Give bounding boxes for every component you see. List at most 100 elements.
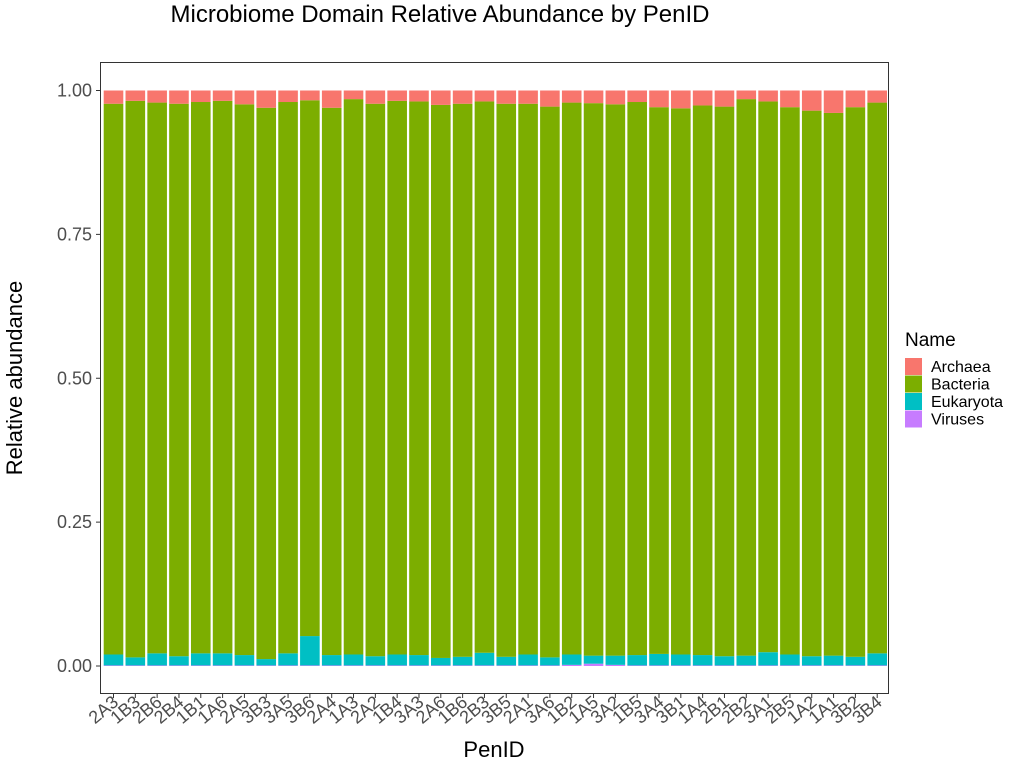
bar-segment-viruses-1B6 <box>452 665 473 666</box>
bar-segment-archaea-1A3 <box>343 90 364 100</box>
bar-segment-archaea-2A5 <box>234 90 255 105</box>
bar-segment-eukaryota-1A1 <box>823 655 844 666</box>
bar-segment-eukaryota-2A6 <box>431 657 451 666</box>
bar-segment-bacteria-1B4 <box>387 100 407 655</box>
bar-segment-eukaryota-3B4 <box>867 653 887 666</box>
legend-label-bacteria: Bacteria <box>931 377 990 394</box>
bar-segment-archaea-3B4 <box>867 90 887 103</box>
bar-segment-bacteria-1B2 <box>561 102 582 655</box>
bar-segment-archaea-2A4 <box>321 90 342 108</box>
bar-segment-viruses-3B6 <box>300 665 320 666</box>
bar-segment-viruses-3B4 <box>867 665 887 666</box>
bar-segment-bacteria-1B3 <box>125 100 146 658</box>
bar-segment-viruses-2B1 <box>714 665 735 666</box>
bar-segment-viruses-1B3 <box>125 665 146 666</box>
bar-segment-viruses-1A2 <box>801 665 822 666</box>
bar-segment-archaea-1B4 <box>387 90 407 101</box>
bar-segment-eukaryota-3A4 <box>649 653 669 666</box>
bar-segment-bacteria-1B1 <box>190 102 211 654</box>
bar-segment-viruses-2A1 <box>518 665 538 666</box>
bar-segment-archaea-3A3 <box>409 90 429 102</box>
bar-segment-eukaryota-1A4 <box>692 655 713 666</box>
bar-segment-archaea-1A4 <box>692 90 713 106</box>
bar-segment-bacteria-2A1 <box>518 103 538 655</box>
bar-segment-bacteria-1B5 <box>627 102 647 656</box>
bar-segment-viruses-3A3 <box>409 665 429 666</box>
bar-segment-eukaryota-1B3 <box>125 657 146 666</box>
y-tick-label: 0.75 <box>57 224 92 244</box>
bar-segment-viruses-2A6 <box>431 665 451 666</box>
bar-segment-archaea-3A6 <box>540 90 560 107</box>
bar-segment-viruses-2A5 <box>234 665 255 666</box>
bar-segment-bacteria-3B5 <box>496 103 517 657</box>
bar-segment-eukaryota-1A3 <box>343 654 364 666</box>
bar-segment-viruses-2A3 <box>103 665 124 666</box>
bar-segment-eukaryota-2B1 <box>714 656 735 666</box>
bar-segment-archaea-1B2 <box>561 90 582 103</box>
bar-segment-bacteria-3B4 <box>867 102 887 654</box>
bar-segment-viruses-1A5 <box>583 663 604 666</box>
bar-segment-bacteria-3A3 <box>409 101 429 656</box>
bar-segment-eukaryota-1A5 <box>583 655 604 664</box>
chart-title: Microbiome Domain Relative Abundance by … <box>171 1 710 28</box>
bar-segment-eukaryota-2A4 <box>321 655 342 666</box>
bar-segment-bacteria-3A2 <box>605 104 626 656</box>
bar-segment-bacteria-2B1 <box>714 106 735 657</box>
bar-segment-eukaryota-2A1 <box>518 654 538 666</box>
bar-segment-bacteria-3A1 <box>758 101 778 653</box>
bar-segment-archaea-3B3 <box>256 90 277 108</box>
y-tick-label: 0.50 <box>57 368 92 388</box>
bar-segment-bacteria-2B6 <box>147 102 167 654</box>
bar-segment-archaea-3B5 <box>496 90 517 104</box>
bar-segment-bacteria-3A6 <box>540 106 560 658</box>
bar-segment-viruses-1B5 <box>627 665 647 666</box>
bar-segment-viruses-3A5 <box>278 665 298 666</box>
legend-label-eukaryota: Eukaryota <box>931 394 1003 411</box>
x-axis-title: PenID <box>463 737 524 762</box>
bar-segment-archaea-1A5 <box>583 90 604 104</box>
bar-segment-archaea-3B6 <box>300 90 320 101</box>
bar-segment-eukaryota-1A2 <box>801 656 822 666</box>
bar-segment-viruses-3A2 <box>605 664 626 666</box>
bar-segment-eukaryota-2A5 <box>234 655 255 666</box>
bar-segment-bacteria-1A6 <box>212 100 233 654</box>
bar-segment-viruses-3A6 <box>540 665 560 666</box>
legend-label-archaea: Archaea <box>931 359 991 376</box>
bar-segment-viruses-2B3 <box>474 665 495 666</box>
bar-segment-bacteria-2B2 <box>736 99 757 656</box>
bar-segment-eukaryota-2B6 <box>147 653 167 666</box>
bar-segment-archaea-3A4 <box>649 90 669 108</box>
x-axis: 2A31B32B62B41B11A62A53B33A53B62A41A32A21… <box>85 692 886 728</box>
bar-segment-viruses-2A4 <box>321 665 342 666</box>
bar-segment-viruses-3A4 <box>649 665 669 666</box>
bar-segment-archaea-2B2 <box>736 90 757 100</box>
bar-segment-archaea-1B3 <box>125 90 146 101</box>
bar-segment-eukaryota-1B4 <box>387 654 407 666</box>
bar-segment-archaea-2B1 <box>714 90 735 107</box>
bar-segment-bacteria-2B3 <box>474 101 495 653</box>
bar-segment-viruses-3B1 <box>671 665 691 666</box>
bar-segment-archaea-1B1 <box>190 90 211 103</box>
bar-segment-viruses-1B4 <box>387 665 407 666</box>
bar-segment-bacteria-3B1 <box>671 108 691 655</box>
y-tick-label: 0.00 <box>57 656 92 676</box>
bar-segment-bacteria-2B5 <box>780 107 800 655</box>
bar-segment-archaea-2B4 <box>169 90 189 104</box>
bar-segment-eukaryota-3B1 <box>671 654 691 666</box>
bar-segment-viruses-2B5 <box>780 665 800 666</box>
bar-segment-bacteria-2A3 <box>103 103 124 655</box>
bar-segment-eukaryota-1B2 <box>561 654 582 665</box>
bar-segment-viruses-2B2 <box>736 665 757 666</box>
legend-label-viruses: Viruses <box>931 412 984 429</box>
bar-segment-viruses-2B4 <box>169 665 189 666</box>
bar-segment-archaea-3A2 <box>605 90 626 105</box>
bar-segment-eukaryota-3A1 <box>758 652 778 666</box>
bar-segment-eukaryota-2B2 <box>736 655 757 666</box>
bar-segment-archaea-3B1 <box>671 90 691 109</box>
bar-segment-viruses-3B3 <box>256 665 277 666</box>
bar-segment-eukaryota-3B3 <box>256 659 277 666</box>
bar-segment-bacteria-2B4 <box>169 103 189 657</box>
bar-segment-eukaryota-1B6 <box>452 656 473 666</box>
bar-segment-archaea-1A1 <box>823 90 844 113</box>
